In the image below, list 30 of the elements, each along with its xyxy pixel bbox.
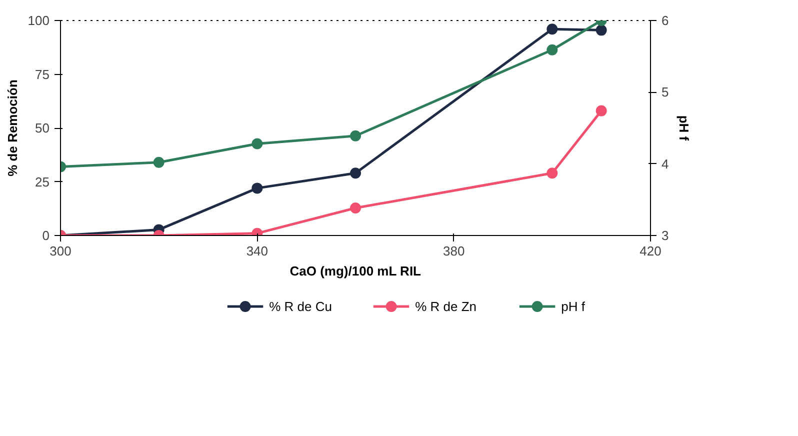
point	[350, 130, 361, 142]
y2-axis-title: pH f	[676, 115, 692, 142]
x-tick-label: 420	[640, 244, 662, 258]
y2-tick-label: 3	[662, 228, 669, 243]
point	[546, 44, 558, 56]
y2-tick-label: 5	[662, 84, 669, 100]
point	[153, 156, 164, 168]
point	[350, 168, 361, 179]
point	[546, 24, 558, 35]
y2-tick-label: 4	[662, 156, 669, 172]
point	[252, 182, 263, 194]
x-tick-label: 380	[442, 244, 465, 258]
legend-label: pH f	[561, 299, 586, 314]
y-tick-label: 0	[42, 228, 50, 243]
x-tick-label: 340	[246, 244, 268, 258]
y-tick-label: 100	[28, 13, 50, 28]
point	[596, 24, 607, 36]
legend-label: % R de Zn	[415, 299, 477, 314]
y-tick-label: 75	[35, 66, 50, 82]
y-axis-title: % de Remoción	[4, 80, 20, 176]
y-tick-label: 50	[35, 120, 50, 136]
x-axis-title: CaO (mg)/100 mL RIL	[290, 264, 422, 278]
x-tick-label: 300	[50, 244, 72, 258]
y-tick-label: 25	[35, 174, 50, 190]
point	[252, 138, 263, 150]
legend-label: % R de Cu	[269, 299, 332, 314]
point	[350, 202, 361, 214]
point	[546, 168, 558, 179]
y2-tick-label: 6	[662, 13, 669, 28]
point	[596, 105, 607, 116]
